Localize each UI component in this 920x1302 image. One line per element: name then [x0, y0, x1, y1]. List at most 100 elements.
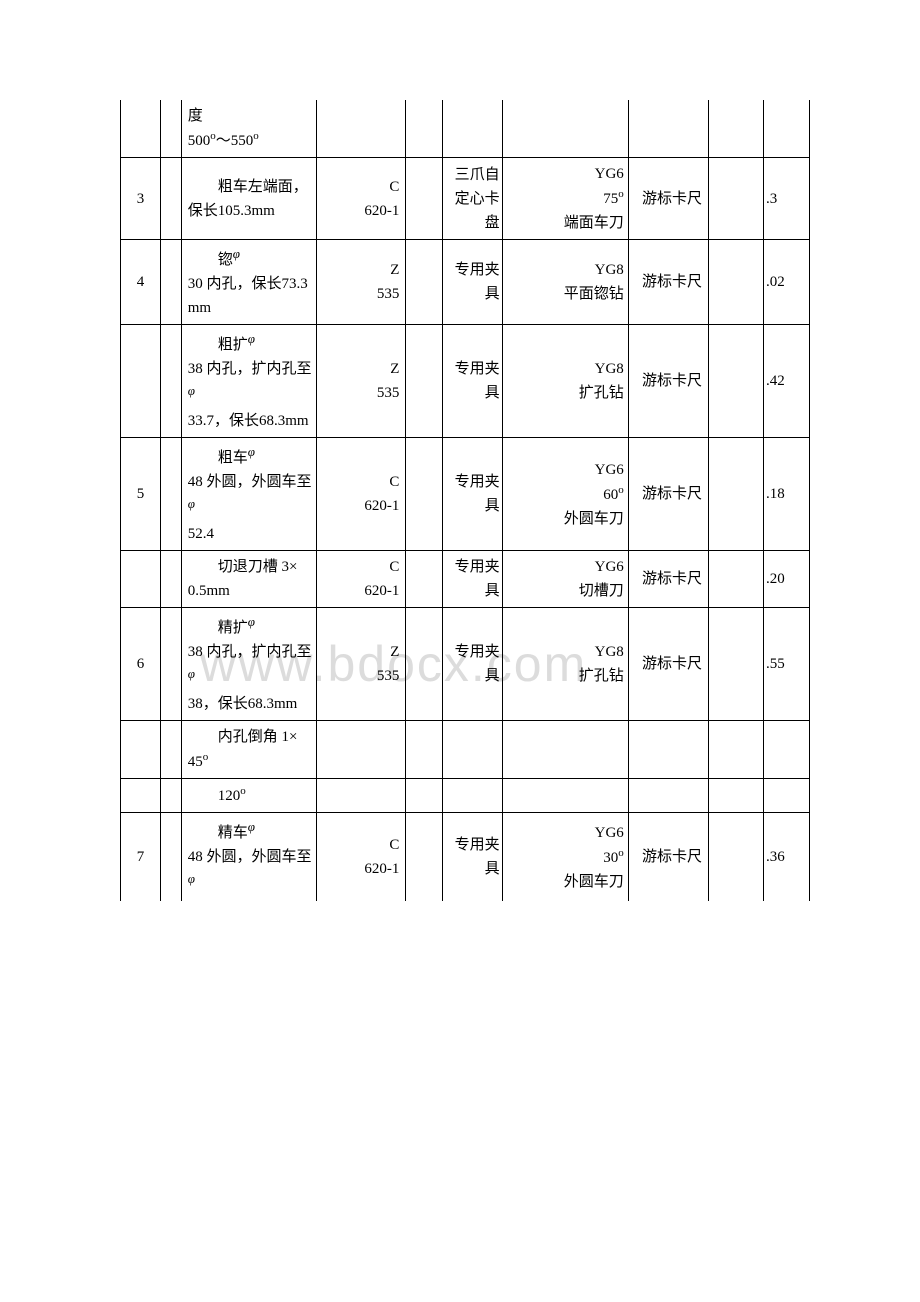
table-cell — [406, 438, 443, 551]
table-cell: .3 — [764, 158, 810, 240]
table-cell — [121, 325, 161, 438]
table-row: 4锪φ30 内孔，保长73.3mmZ535 专用夹具YG8平面锪钻游标卡尺 .02 — [121, 240, 810, 325]
table-row: 度500o～550o — [121, 100, 810, 158]
table-cell: 精扩φ38 内孔，扩内孔至φ38，保长68.3mm — [181, 608, 316, 721]
table-cell: YG630o外圆车刀 — [502, 813, 628, 902]
table-row: 7精车φ48 外圆，外圆车至φC620-1专用夹具YG630o外圆车刀游标卡尺.… — [121, 813, 810, 902]
table-cell — [161, 779, 182, 813]
table-cell: 3 — [121, 158, 161, 240]
table-cell: 粗扩φ38 内孔，扩内孔至φ33.7，保长68.3mm — [181, 325, 316, 438]
table-cell — [443, 721, 503, 779]
table-cell — [406, 158, 443, 240]
table-cell: 粗车左端面，保长105.3mm — [181, 158, 316, 240]
table-cell: 粗车φ48 外圆，外圆车至φ52.4 — [181, 438, 316, 551]
table-row: 6精扩φ38 内孔，扩内孔至φ38，保长68.3mmZ535 专用夹具YG8扩孔钻… — [121, 608, 810, 721]
table-cell: Z535 — [317, 608, 406, 721]
table-cell: 专用夹具 — [443, 608, 503, 721]
table-cell: Z535 — [317, 240, 406, 325]
table-cell: YG8扩孔钻 — [502, 325, 628, 438]
table-cell — [406, 608, 443, 721]
table-cell: C620-1 — [317, 158, 406, 240]
table-cell: .55 — [764, 608, 810, 721]
table-cell — [161, 100, 182, 158]
table-cell — [406, 779, 443, 813]
table-cell — [709, 813, 764, 902]
table-cell — [121, 100, 161, 158]
table-cell — [709, 551, 764, 608]
table-cell — [764, 100, 810, 158]
table-cell: 专用夹具 — [443, 325, 503, 438]
table-row: 切退刀槽 3×0.5mmC620-1专用夹具YG6切槽刀游标卡尺.20 — [121, 551, 810, 608]
table-cell: C620-1 — [317, 551, 406, 608]
table-cell: 专用夹具 — [443, 438, 503, 551]
table-cell — [161, 608, 182, 721]
table-cell — [628, 779, 708, 813]
table-cell — [406, 551, 443, 608]
table-cell — [709, 100, 764, 158]
table-cell — [709, 325, 764, 438]
table-cell — [317, 100, 406, 158]
table-cell — [764, 779, 810, 813]
table-cell — [121, 721, 161, 779]
table-cell: 专用夹具 — [443, 813, 503, 902]
table-cell — [628, 100, 708, 158]
table-cell: 锪φ30 内孔，保长73.3mm — [181, 240, 316, 325]
table-cell — [161, 158, 182, 240]
table-cell: 三爪自定心卡盘 — [443, 158, 503, 240]
table-cell: C620-1 — [317, 813, 406, 902]
table-cell — [161, 721, 182, 779]
table-cell — [709, 608, 764, 721]
table-cell — [709, 158, 764, 240]
table-cell — [406, 325, 443, 438]
table-cell: 6 — [121, 608, 161, 721]
table-cell — [502, 100, 628, 158]
table-cell: 4 — [121, 240, 161, 325]
table-row: 120o — [121, 779, 810, 813]
table-cell: 游标卡尺 — [628, 240, 708, 325]
table-cell: 游标卡尺 — [628, 551, 708, 608]
table-cell — [709, 779, 764, 813]
table-cell: .02 — [764, 240, 810, 325]
table-cell — [406, 813, 443, 902]
table-cell — [764, 721, 810, 779]
table-cell — [161, 240, 182, 325]
table-cell: 切退刀槽 3×0.5mm — [181, 551, 316, 608]
table-row: 3粗车左端面，保长105.3mmC620-1三爪自定心卡盘YG675o端面车刀游… — [121, 158, 810, 240]
table-cell: 游标卡尺 — [628, 608, 708, 721]
table-cell: 专用夹具 — [443, 551, 503, 608]
table-cell — [628, 721, 708, 779]
table-cell — [317, 779, 406, 813]
table-cell — [406, 721, 443, 779]
process-table: 度500o～550o3粗车左端面，保长105.3mmC620-1三爪自定心卡盘Y… — [120, 100, 810, 901]
table-cell: C620-1 — [317, 438, 406, 551]
table-cell — [161, 813, 182, 902]
table-cell: .42 — [764, 325, 810, 438]
table-cell: 专用夹具 — [443, 240, 503, 325]
table-row: 粗扩φ38 内孔，扩内孔至φ33.7，保长68.3mmZ535 专用夹具YG8扩孔… — [121, 325, 810, 438]
table-cell — [161, 325, 182, 438]
table-cell: 游标卡尺 — [628, 438, 708, 551]
table-cell: YG6切槽刀 — [502, 551, 628, 608]
table-cell — [709, 240, 764, 325]
table-cell — [121, 551, 161, 608]
table-cell: 精车φ48 外圆，外圆车至φ — [181, 813, 316, 902]
table-cell: 5 — [121, 438, 161, 551]
table-cell: 游标卡尺 — [628, 325, 708, 438]
table-row: 5粗车φ48 外圆，外圆车至φ52.4C620-1专用夹具YG660o外圆车刀游… — [121, 438, 810, 551]
table-cell: YG8平面锪钻 — [502, 240, 628, 325]
table-cell — [443, 779, 503, 813]
table-cell: .36 — [764, 813, 810, 902]
table-cell: 度500o～550o — [181, 100, 316, 158]
table-cell: Z535 — [317, 325, 406, 438]
table-cell: YG8扩孔钻 — [502, 608, 628, 721]
table-cell — [502, 779, 628, 813]
table-cell — [406, 100, 443, 158]
table-cell — [121, 779, 161, 813]
table-cell — [709, 438, 764, 551]
table-cell: .18 — [764, 438, 810, 551]
table-cell — [502, 721, 628, 779]
table-cell — [709, 721, 764, 779]
table-cell: YG675o端面车刀 — [502, 158, 628, 240]
table-cell: 游标卡尺 — [628, 813, 708, 902]
table-cell — [161, 551, 182, 608]
